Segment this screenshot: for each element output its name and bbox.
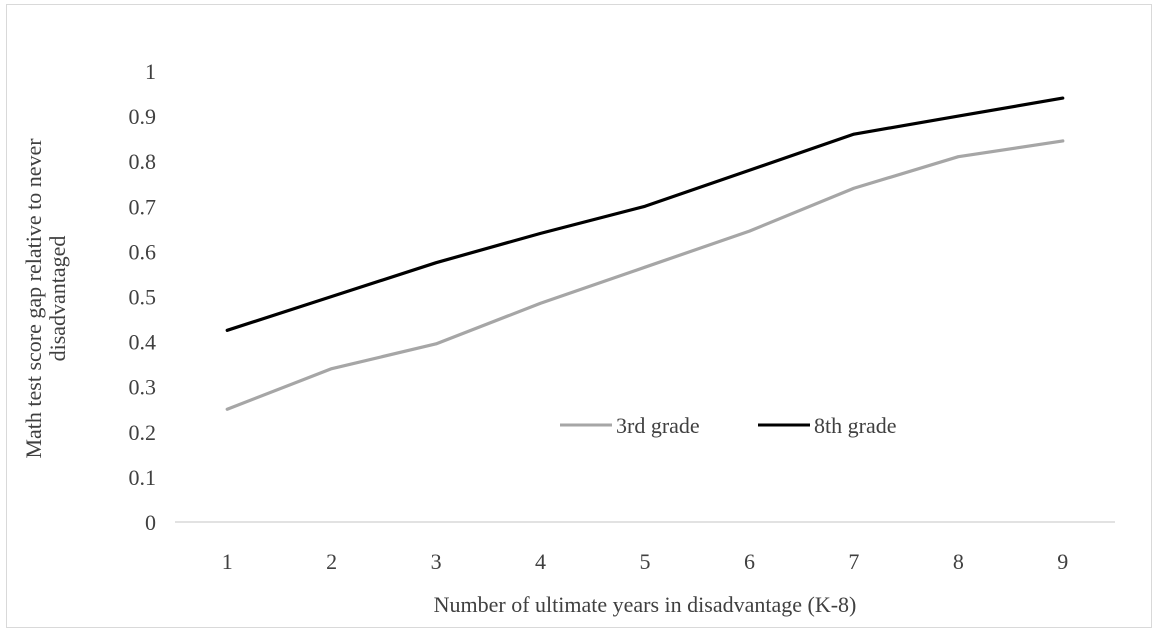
y-tick-label: 0.2 xyxy=(129,420,157,445)
x-tick-label: 1 xyxy=(222,549,233,574)
y-tick-label: 1 xyxy=(145,59,156,84)
legend: 3rd grade 8th grade xyxy=(560,413,896,438)
y-axis-title-line-1: Math test score gap relative to never xyxy=(21,138,46,459)
x-tick-label: 5 xyxy=(640,549,651,574)
series-layer xyxy=(225,96,1065,411)
x-tick-label: 2 xyxy=(326,549,337,574)
series-line-8th-grade xyxy=(225,96,1065,332)
x-axis-title: Number of ultimate years in disadvantage… xyxy=(434,592,857,617)
y-tick-label: 0.5 xyxy=(129,285,157,310)
y-tick-label: 0.6 xyxy=(129,239,157,264)
x-tick-label: 6 xyxy=(744,549,755,574)
y-axis-ticks: 0 0.1 0.2 0.3 0.4 0.5 0.6 0.7 0.8 0.9 1 xyxy=(129,59,157,535)
x-tick-label: 7 xyxy=(848,549,859,574)
legend-label-8th-grade: 8th grade xyxy=(814,413,896,438)
x-tick-label: 3 xyxy=(431,549,442,574)
x-tick-label: 9 xyxy=(1057,549,1068,574)
x-tick-label: 4 xyxy=(535,549,546,574)
y-tick-label: 0.8 xyxy=(129,149,157,174)
y-tick-label: 0.7 xyxy=(129,194,157,219)
y-axis-title-line-2: disadvantaged xyxy=(45,236,70,362)
y-tick-label: 0.3 xyxy=(129,375,157,400)
chart-frame xyxy=(6,4,1152,628)
y-axis-title: Math test score gap relative to never di… xyxy=(21,138,70,459)
x-tick-label: 8 xyxy=(953,549,964,574)
x-axis-ticks: 1 2 3 4 5 6 7 8 9 xyxy=(222,549,1069,574)
legend-label-3rd-grade: 3rd grade xyxy=(616,413,700,438)
series-line-3rd-grade xyxy=(225,139,1065,411)
y-tick-label: 0 xyxy=(145,510,156,535)
y-tick-label: 0.1 xyxy=(129,465,157,490)
y-tick-label: 0.4 xyxy=(129,330,157,355)
y-tick-label: 0.9 xyxy=(129,104,157,129)
